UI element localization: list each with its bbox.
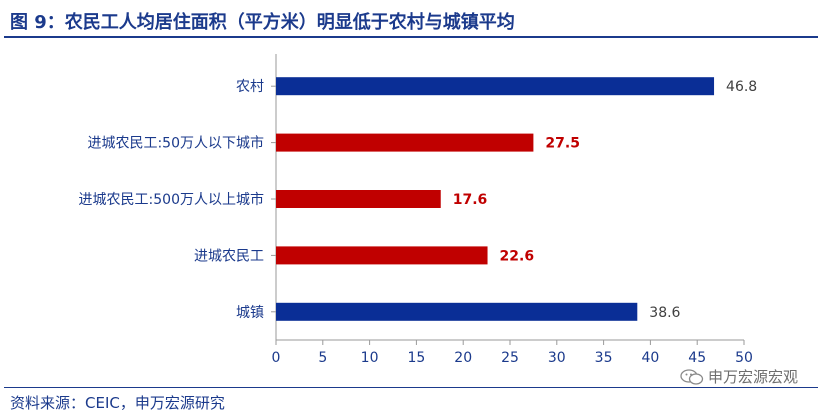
data-label: 22.6: [500, 248, 535, 264]
x-tick-label: 15: [407, 350, 425, 366]
x-tick-label: 25: [501, 350, 519, 366]
category-label: 进城农民工: [194, 248, 264, 264]
footer-divider: [4, 387, 818, 388]
bar: [276, 133, 534, 152]
x-tick-label: 50: [735, 350, 753, 366]
bar: [276, 77, 715, 96]
category-label: 进城农民工:500万人以上城市: [79, 191, 264, 208]
bar: [276, 302, 638, 321]
source-note: 资料来源：CEIC，申万宏源研究: [10, 394, 225, 412]
category-label: 进城农民工:50万人以下城市: [87, 135, 264, 152]
data-label: 38.6: [649, 305, 680, 321]
x-tick-label: 40: [641, 350, 659, 366]
watermark-text: 申万宏源宏观: [707, 368, 798, 386]
data-label: 46.8: [726, 79, 757, 95]
x-tick-label: 35: [595, 350, 613, 366]
category-label: 城镇: [236, 305, 264, 321]
watermark: 申万宏源宏观: [680, 366, 798, 387]
x-tick-label: 30: [548, 350, 566, 366]
data-label: 17.6: [453, 192, 488, 208]
title-divider: [4, 36, 818, 38]
bar: [276, 190, 441, 208]
x-tick-label: 5: [318, 350, 327, 366]
x-tick-label: 10: [361, 350, 379, 366]
bar: [276, 246, 488, 265]
data-label: 27.5: [545, 136, 580, 152]
wechat-icon: [680, 368, 704, 385]
page-title: 图 9：农民工人均居住面积（平方米）明显低于农村与城镇平均: [10, 12, 515, 33]
category-label: 农村: [236, 79, 264, 95]
x-tick-label: 45: [688, 350, 706, 366]
x-tick-label: 20: [454, 350, 472, 366]
x-tick-label: 0: [272, 350, 281, 366]
